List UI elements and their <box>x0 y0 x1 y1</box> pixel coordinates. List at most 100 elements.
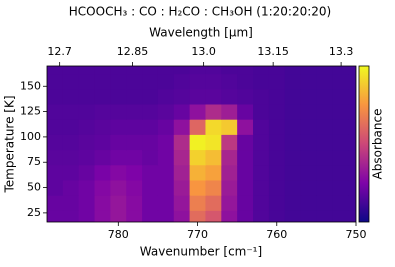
x2-axis-label: Wavelength [μm] <box>149 26 253 40</box>
heatmap-cell <box>205 73 222 90</box>
x-tick-label: 760 <box>266 228 287 241</box>
heatmap-cell <box>47 210 64 222</box>
heatmap-cell <box>62 210 80 222</box>
heatmap-cell <box>300 88 317 105</box>
heatmap-cell <box>157 66 175 75</box>
heatmap-cell <box>300 73 317 90</box>
heatmap-cell <box>62 103 80 120</box>
heatmap-cell <box>157 164 175 181</box>
heatmap-cell <box>78 195 96 211</box>
heatmap-cell <box>47 88 64 105</box>
heatmap-cell <box>316 210 333 222</box>
heatmap-cell <box>173 73 191 90</box>
heatmap-cell <box>157 134 175 151</box>
heatmap-cell <box>221 88 238 105</box>
heatmap-cell <box>316 149 333 166</box>
heatmap-cell <box>126 134 143 151</box>
y-tick-label: 50 <box>27 181 41 194</box>
heatmap-cell <box>332 149 349 166</box>
heatmap-cell <box>205 66 222 75</box>
heatmap-cell <box>284 73 302 90</box>
heatmap-cell <box>253 195 270 211</box>
y-tick-label: 75 <box>27 155 41 168</box>
heatmap-cell <box>284 103 302 120</box>
heatmap-cell <box>62 66 80 75</box>
heatmap-cell <box>253 119 270 135</box>
heatmap-cell <box>78 88 96 105</box>
heatmap-cell <box>189 73 206 90</box>
heatmap-cell <box>205 119 222 135</box>
heatmap-cell <box>268 66 286 75</box>
heatmap-cell <box>221 164 238 181</box>
heatmap-cell <box>157 73 175 90</box>
heatmap-cell <box>189 103 206 120</box>
heatmap-cell <box>205 103 222 120</box>
heatmap-cell <box>189 149 206 166</box>
heatmap-cell <box>348 119 356 135</box>
heatmap-cell <box>253 164 270 181</box>
heatmap-cell <box>142 88 159 105</box>
heatmap-cell <box>47 134 64 151</box>
heatmap-cell <box>126 66 143 75</box>
heatmap-cell <box>237 73 254 90</box>
x-tick-label: 770 <box>187 228 208 241</box>
heatmap-cell <box>94 179 111 196</box>
heatmap-cell <box>348 210 356 222</box>
heatmap-cell <box>78 210 96 222</box>
x2-tick-label: 13.15 <box>257 45 289 58</box>
heatmap-cell <box>348 164 356 181</box>
heatmap-cell <box>332 195 349 211</box>
heatmap-cell <box>205 179 222 196</box>
heatmap-cell <box>94 73 111 90</box>
heatmap-cell <box>62 134 80 151</box>
heatmap-cell <box>142 134 159 151</box>
heatmap-cell <box>221 134 238 151</box>
chart-title: HCOOCH₃ : CO : H₂CO : CH₃OH (1:20:20:20) <box>69 5 331 19</box>
heatmap-cell <box>348 179 356 196</box>
heatmap-cell <box>47 66 64 75</box>
heatmap-cell <box>94 66 111 75</box>
heatmap-cell <box>221 73 238 90</box>
heatmap-cell <box>78 179 96 196</box>
heatmap-cell <box>300 195 317 211</box>
x2-tick-label: 13.0 <box>191 45 216 58</box>
heatmap-cell <box>62 149 80 166</box>
heatmap-cell <box>126 164 143 181</box>
heatmap-cell <box>142 103 159 120</box>
heatmap-cell <box>268 179 286 196</box>
heatmap-cell <box>189 66 206 75</box>
heatmap-cell <box>173 134 191 151</box>
heatmap-cell <box>253 134 270 151</box>
heatmap-cell <box>110 164 127 181</box>
heatmap-cell <box>284 164 302 181</box>
heatmap-cell <box>268 134 286 151</box>
heatmap-cell <box>316 179 333 196</box>
heatmap-cell <box>62 73 80 90</box>
heatmap-cell <box>205 134 222 151</box>
heatmap-cell <box>189 195 206 211</box>
heatmap-cell <box>268 149 286 166</box>
heatmap-cell <box>221 103 238 120</box>
heatmap-cell <box>268 88 286 105</box>
heatmap-cell <box>253 179 270 196</box>
heatmap-cell <box>316 164 333 181</box>
heatmap-cell <box>62 179 80 196</box>
heatmap-cell <box>284 88 302 105</box>
x2-tick-label: 13.3 <box>329 45 354 58</box>
x-tick-label: 750 <box>346 228 367 241</box>
heatmap-cell <box>110 73 127 90</box>
heatmap-cell <box>332 210 349 222</box>
heatmap-cell <box>94 149 111 166</box>
plot-frame <box>46 65 357 223</box>
heatmap-cell <box>332 66 349 75</box>
heatmap-cell <box>126 119 143 135</box>
heatmap-cell <box>300 210 317 222</box>
heatmap-cell <box>221 119 238 135</box>
heatmap-cell <box>300 103 317 120</box>
heatmap-cell <box>110 210 127 222</box>
heatmap-cell <box>237 179 254 196</box>
y-axis-label: Temperature [K] <box>3 95 17 193</box>
heatmap-cell <box>284 134 302 151</box>
heatmap-cell <box>173 195 191 211</box>
heatmap-cell <box>47 103 64 120</box>
